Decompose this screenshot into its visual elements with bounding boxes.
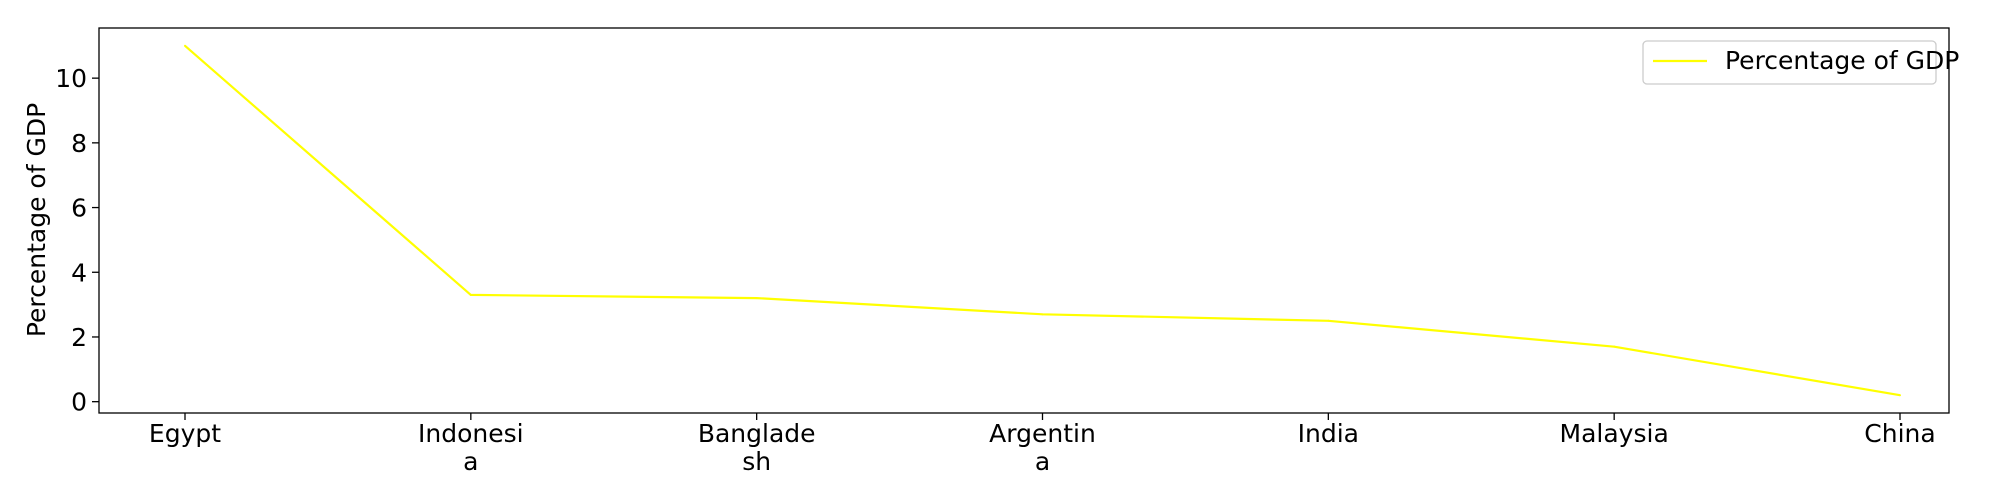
y-tick-label: 8 [71, 129, 87, 158]
x-tick-label: Egypt [149, 419, 221, 448]
y-tick-label: 4 [71, 258, 87, 287]
data-point [469, 293, 472, 296]
legend-box [1642, 40, 1937, 85]
series-layer [184, 44, 1901, 397]
y-axis-ticks: 0 2 4 6 8 10 [55, 64, 99, 417]
y-tick-label: 0 [71, 388, 87, 417]
x-tick-label-line: a [1035, 447, 1050, 476]
data-point [184, 44, 186, 47]
x-tick-label: India [1298, 419, 1359, 448]
legend: Percentage of GDP [1642, 40, 1959, 85]
data-point [1041, 313, 1044, 316]
x-tick-label-line: India [1298, 419, 1359, 448]
data-point [755, 297, 758, 300]
x-tick-label-line: Argentin [989, 419, 1096, 448]
x-tick-label-line: sh [742, 447, 771, 476]
x-tick-label: Malaysia [1560, 419, 1669, 448]
plot-area-frame [98, 27, 1950, 414]
y-tick-label: 2 [71, 323, 87, 352]
x-tick-label: Banglade sh [698, 419, 816, 476]
y-axis-label: Percentage of GDP [22, 103, 51, 337]
data-point [1613, 345, 1616, 348]
x-tick-label-line: Banglade [698, 419, 816, 448]
x-tick-label-line: Malaysia [1560, 419, 1669, 448]
series-line [184, 44, 1901, 397]
x-tick-label-line: a [463, 447, 478, 476]
data-point [1899, 394, 1901, 397]
y-tick-label: 10 [55, 64, 87, 93]
x-tick-label: Argentin a [989, 419, 1096, 476]
x-tick-label-line: China [1864, 419, 1935, 448]
data-point [1327, 319, 1330, 322]
y-tick-label: 6 [71, 194, 87, 223]
x-tick-label-line: Egypt [149, 419, 221, 448]
x-tick-label: Indonesi a [418, 419, 524, 476]
x-tick-label-line: Indonesi [418, 419, 524, 448]
x-tick-label: China [1864, 419, 1935, 448]
legend-label: Percentage of GDP [1725, 46, 1959, 75]
